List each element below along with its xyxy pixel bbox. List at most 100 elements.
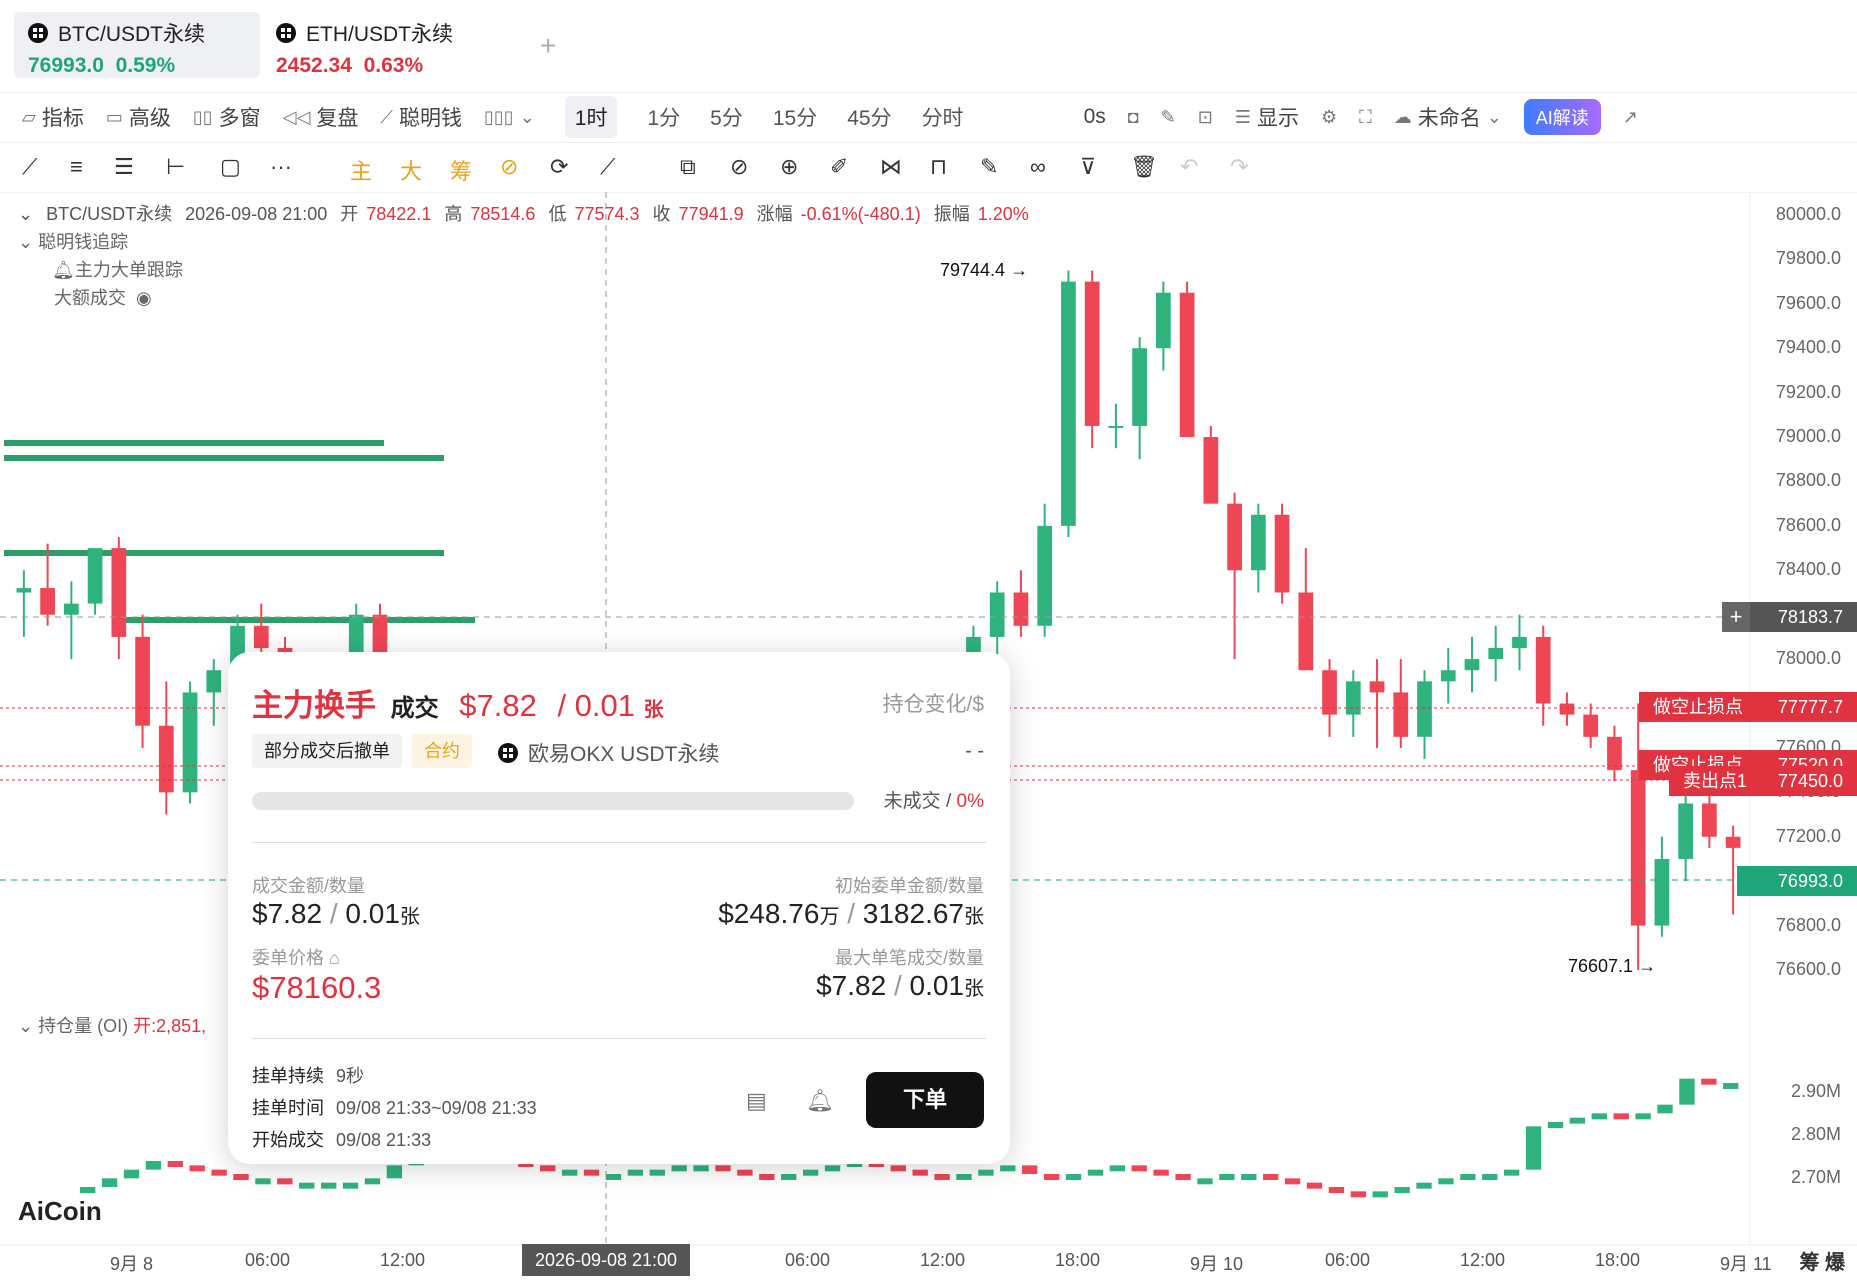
oi-bar	[934, 1174, 950, 1180]
pen-icon[interactable]: ✎	[1160, 106, 1176, 127]
candle-body	[1037, 525, 1053, 626]
oi-bar	[342, 1182, 359, 1189]
tf-45m[interactable]: 45分	[847, 107, 892, 130]
smart-overlay-label: 聪明钱追踪	[38, 232, 129, 252]
price-tick: 78000.0	[1775, 648, 1841, 669]
big-order-toggle[interactable]: 大	[400, 159, 423, 184]
link-icon[interactable]: ∞	[1030, 154, 1046, 179]
advanced-button[interactable]: ▭ 高级	[106, 102, 171, 132]
close-value: 77941.9	[678, 204, 744, 224]
oi-bar	[123, 1169, 140, 1179]
duration-label: 挂单持续	[252, 1066, 324, 1086]
change-label: 涨幅	[756, 204, 793, 224]
position-change-link[interactable]: 持仓变化/$	[882, 693, 984, 716]
collapse-icon[interactable]: ⌄	[18, 204, 34, 224]
undo-icon[interactable]: ↶	[1180, 154, 1199, 179]
brush-icon[interactable]: ✐	[830, 154, 849, 179]
oi-bar	[80, 1187, 96, 1193]
time-tick: 18:00	[1595, 1250, 1641, 1270]
aicoin-logo: AiCoin	[18, 1196, 102, 1226]
channel-tool-icon[interactable]: ≡	[70, 154, 83, 179]
ai-button[interactable]: AI解读	[1523, 99, 1601, 135]
zoom-in-icon[interactable]: ⊕	[780, 154, 799, 179]
deal-unit: 张	[643, 699, 664, 721]
bell-icon[interactable]: 🔔︎	[806, 1088, 834, 1113]
large-order-bar	[4, 550, 444, 556]
add-tab-icon[interactable]: +	[540, 30, 557, 61]
oi-bar	[627, 1169, 644, 1176]
sync-icon[interactable]: ⟳	[550, 154, 569, 179]
signal-icon[interactable]: ⊘	[500, 154, 519, 179]
list-icon: ☰	[1234, 106, 1251, 127]
large-order-bar	[115, 617, 475, 623]
tab-btc[interactable]: BTC/USDT永续 76993.0 0.59%	[14, 12, 260, 78]
add-alert-icon[interactable]: +	[1722, 602, 1750, 632]
magnet-icon[interactable]: ⋈	[880, 154, 902, 179]
lock-icon[interactable]: ⊓	[930, 154, 948, 179]
place-order-button[interactable]: 下单	[866, 1072, 984, 1128]
note-icon[interactable]: ▤	[746, 1088, 767, 1113]
order-price: $78160.3	[252, 970, 382, 1005]
line-tool-icon[interactable]: ⟋	[22, 154, 38, 179]
oi-bar	[824, 1165, 841, 1172]
eye-off-icon[interactable]: ◉	[136, 288, 152, 308]
oi-tick: 2.90M	[1790, 1080, 1841, 1101]
collapse-icon[interactable]: ⌄	[18, 1016, 39, 1036]
measure-icon[interactable]: ⟋	[600, 154, 616, 179]
smart-money-button[interactable]: ⟋ 聪明钱	[380, 102, 462, 132]
open-label: 开	[340, 204, 359, 224]
settings-icon[interactable]: ⚙	[1320, 106, 1338, 127]
oi-bar	[1175, 1174, 1191, 1180]
hlines-tool-icon[interactable]: ☰	[114, 154, 134, 179]
trash-icon[interactable]: 🗑	[1130, 154, 1158, 179]
smart-money-overlay[interactable]: ⌄ 聪明钱追踪	[18, 228, 128, 254]
tf-5m[interactable]: 5分	[710, 107, 743, 130]
oi-bar	[386, 1165, 403, 1179]
candle-body	[1535, 636, 1551, 704]
multi-window-button[interactable]: ▯▯ 多窗	[193, 102, 261, 132]
collapse-icon[interactable]: ⌄	[18, 232, 39, 252]
ruler-icon[interactable]: ⊘	[730, 154, 749, 179]
price-tag-sell[interactable]: 卖出点1 77450.0	[1669, 766, 1857, 796]
price-tick: 76600.0	[1775, 959, 1841, 979]
large-trade-overlay: 大额成交 ◉	[54, 284, 152, 310]
corner-toggles[interactable]: 筹 爆	[1799, 1252, 1845, 1274]
redo-icon[interactable]: ↷	[1230, 154, 1249, 179]
max-amount: $7.82	[816, 970, 887, 1001]
filter-icon[interactable]: ⊽	[1080, 154, 1097, 179]
replay-label: 复盘	[316, 107, 359, 130]
replay-button[interactable]: ◁◁ 复盘	[283, 102, 359, 132]
oi-bar	[846, 1161, 863, 1167]
add-icon[interactable]: ⊡	[1197, 106, 1213, 127]
candle-body	[1345, 681, 1361, 715]
candle-body	[1203, 437, 1219, 504]
share-icon[interactable]: ↗	[1622, 106, 1638, 127]
price-tick: 78400.0	[1775, 559, 1841, 580]
rect-tool-icon[interactable]: ▢	[220, 154, 241, 179]
tf-timeline[interactable]: 分时	[921, 107, 964, 130]
oi-tick: 2.70M	[1790, 1167, 1841, 1188]
camera-icon[interactable]: ◘	[1127, 106, 1139, 127]
tf-15m[interactable]: 15分	[772, 107, 818, 130]
fullscreen-icon[interactable]: ⛶	[1359, 106, 1372, 127]
max-label: 最大单笔成交/数量	[834, 948, 984, 968]
edit-icon[interactable]: ✎	[980, 154, 999, 179]
large-order-bar	[4, 455, 444, 461]
candle-body	[1654, 858, 1670, 926]
chip-toggle[interactable]: 筹	[450, 159, 473, 184]
filled-value: $7.82 / 0.01张	[252, 898, 420, 929]
indicators-button[interactable]: ▱ 指标	[22, 102, 84, 132]
more-tools-icon[interactable]: ···	[270, 154, 292, 179]
tf-1m[interactable]: 1分	[647, 107, 681, 130]
main-force-toggle[interactable]: 主	[350, 159, 373, 184]
hline-tool-icon[interactable]: ⊢	[166, 154, 186, 179]
copy-icon[interactable]: ⧉	[680, 154, 696, 179]
tf-1h[interactable]: 1时	[564, 96, 618, 138]
candle-type-button[interactable]: ▯▯▯ ⌄	[484, 107, 535, 128]
price-tag-stoploss[interactable]: 做空止损点 77777.7	[1639, 692, 1857, 722]
layout-button[interactable]: ☁ 未命名 ⌄	[1394, 102, 1502, 132]
display-button[interactable]: ☰ 显示	[1235, 102, 1299, 132]
oi-bar	[868, 1161, 885, 1167]
tab-eth[interactable]: ETH/USDT永续 2452.34 0.63%	[262, 12, 502, 78]
oi-bar	[1416, 1182, 1432, 1189]
